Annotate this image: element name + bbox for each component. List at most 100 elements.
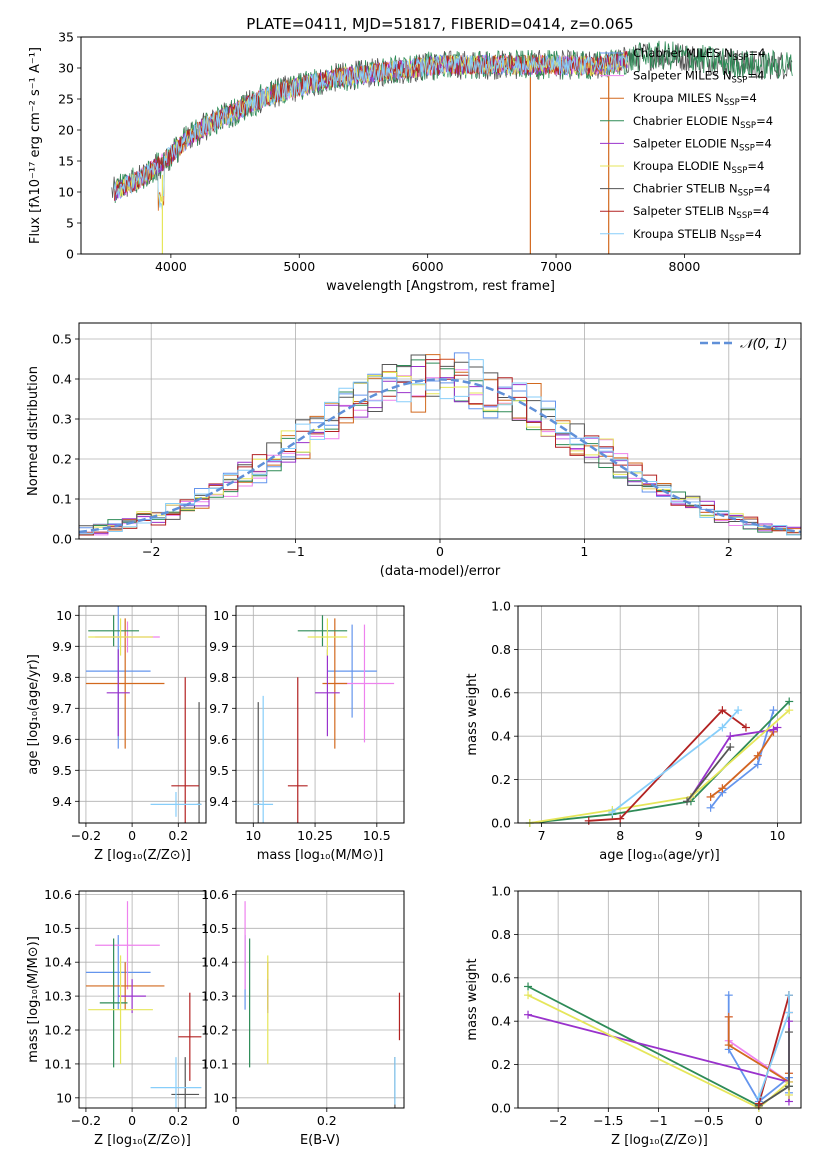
x-tick-label: −0.2	[71, 1113, 101, 1128]
x-axis-label: mass [log₁₀(M/M⊙)]	[257, 848, 384, 863]
line-series-7	[588, 709, 747, 822]
x-tick-label: 2	[725, 544, 733, 559]
line-marker	[524, 991, 533, 1000]
y-tick-label: 9.7	[52, 701, 72, 716]
legend-tail: =4	[754, 182, 771, 196]
legend-entry: Chabrier ELODIE NSSP=4	[633, 114, 773, 131]
x-tick-label: 10.5	[363, 828, 391, 843]
x-tick-label: −0.2	[71, 828, 101, 843]
legend-entry: 𝒩(0, 1)	[740, 337, 787, 352]
x-tick-label: 8000	[669, 259, 701, 274]
y-tick-label: 0	[66, 247, 74, 262]
x-tick-label: 0.2	[168, 1113, 188, 1128]
y-tick-label: 1.0	[491, 599, 511, 614]
errorbar-point	[85, 935, 151, 1010]
x-tick-label: 6000	[412, 259, 444, 274]
line-marker	[718, 784, 727, 793]
errorbar-point	[85, 962, 165, 1010]
y-tick-label: 0.0	[491, 1101, 511, 1116]
y-axis-label: mass [log₁₀(M/M⊙)]	[26, 936, 41, 1063]
x-tick-label: 10	[769, 828, 785, 843]
x-tick-label: 7	[538, 828, 546, 843]
x-tick-label: −1	[649, 1113, 667, 1128]
line-marker	[773, 723, 782, 732]
y-tick-label: 10	[213, 608, 229, 623]
x-tick-label: 0	[128, 828, 136, 843]
line-marker	[706, 792, 715, 801]
y-tick-label: 0.6	[491, 685, 511, 700]
y-tick-label: 10.4	[201, 955, 229, 970]
y-tick-label: 0.3	[52, 412, 72, 427]
legend-sub: SSP	[724, 98, 740, 108]
y-tick-label: 9.9	[209, 639, 229, 654]
line-series-4	[690, 726, 778, 798]
errorbar-point	[118, 979, 146, 1014]
line-series-2	[710, 731, 775, 798]
y-axis-label: Flux [fλ10⁻¹⁷ erg cm⁻² s⁻¹ A⁻¹]	[28, 47, 43, 244]
x-tick-label: −2	[142, 544, 160, 559]
legend-sub: SSP	[729, 234, 745, 244]
y-axis-label: mass weight	[465, 673, 480, 755]
y-tick-label: 9.6	[52, 732, 72, 747]
errorbar-point	[297, 615, 348, 647]
y-tick-label: 10.1	[44, 1056, 72, 1071]
x-tick-label: 0	[436, 544, 444, 559]
figure-title: PLATE=0411, MJD=51817, FIBERID=0414, z=0…	[246, 15, 633, 33]
errorbar-point	[315, 649, 340, 737]
line-marker	[524, 982, 533, 991]
legend-sub: SSP	[740, 121, 756, 131]
y-tick-label: 0.6	[491, 970, 511, 985]
y-tick-label: 10.1	[201, 1056, 229, 1071]
y-tick-label: 10.5	[201, 921, 229, 936]
y-tick-label: 10.6	[44, 887, 72, 902]
legend-entry: Salpeter ELODIE NSSP=4	[633, 136, 772, 153]
x-axis-label: Z [log₁₀(Z/Z⊙)]	[94, 1133, 191, 1148]
x-axis-label: wavelength [Angstrom, rest frame]	[326, 279, 555, 294]
legend-tail: =4	[756, 114, 773, 128]
line-marker	[706, 803, 715, 812]
x-tick-label: 1	[580, 544, 588, 559]
line-marker	[784, 1008, 793, 1017]
y-tick-label: 9.8	[52, 670, 72, 685]
y-tick-label: 0.2	[491, 772, 511, 787]
line-marker	[784, 1028, 793, 1037]
line-series-0	[709, 709, 775, 809]
errorbar-point	[327, 624, 377, 718]
x-tick-label: −2	[549, 1113, 567, 1128]
y-tick-label: 35	[58, 30, 74, 45]
line-marker	[608, 808, 617, 817]
legend-tail: =4	[755, 136, 772, 150]
line-marker	[683, 797, 692, 806]
x-tick-label: 0.2	[168, 828, 188, 843]
line-series-3	[529, 700, 790, 823]
y-tick-label: 30	[58, 61, 74, 76]
line-marker	[718, 723, 727, 732]
x-tick-label: −0.5	[693, 1113, 723, 1128]
line-marker	[753, 760, 762, 769]
line-marker	[726, 743, 735, 752]
legend-tail: =4	[749, 46, 766, 60]
y-tick-label: 0.8	[491, 927, 511, 942]
line-series-5	[529, 709, 790, 823]
line-marker	[584, 816, 593, 825]
y-tick-label: 1.0	[491, 884, 511, 899]
errorbar-point	[322, 618, 348, 749]
errorbar-point	[88, 618, 153, 656]
errorbar-point	[171, 677, 200, 823]
y-tick-label: 9.5	[52, 763, 72, 778]
errorbar-point	[253, 695, 274, 823]
line-marker	[785, 706, 794, 715]
y-tick-label: 9.7	[209, 701, 229, 716]
panels: 4000 5000 6000 7000 800005101520253035wavele…	[26, 30, 802, 1148]
y-tick-label: 10	[58, 185, 74, 200]
y-tick-label: 10.6	[201, 887, 229, 902]
panel-age-vs-Z: −0.2 0 0.2 9.4 9.5 9.6 9.7 9.8 9.9 10 Z [log₁₀(Z/Z…	[26, 605, 207, 863]
x-tick-label: 10.25	[297, 828, 333, 843]
y-tick-label: 10.4	[44, 955, 72, 970]
panel-mass-vs-ebv: 0 0.2 10 10.1 10.2 10.3 10.4 10.5 10.6 E(B-V)	[201, 887, 405, 1148]
panel-age-vs-mass: 10 10.25 10.5 9.4 9.5 9.6 9.7 9.8 9.9 10 mass [log…	[209, 605, 405, 863]
legend-tail: =4	[740, 91, 757, 105]
axes-frame	[517, 890, 802, 1109]
y-tick-label: 10.2	[44, 1023, 72, 1038]
